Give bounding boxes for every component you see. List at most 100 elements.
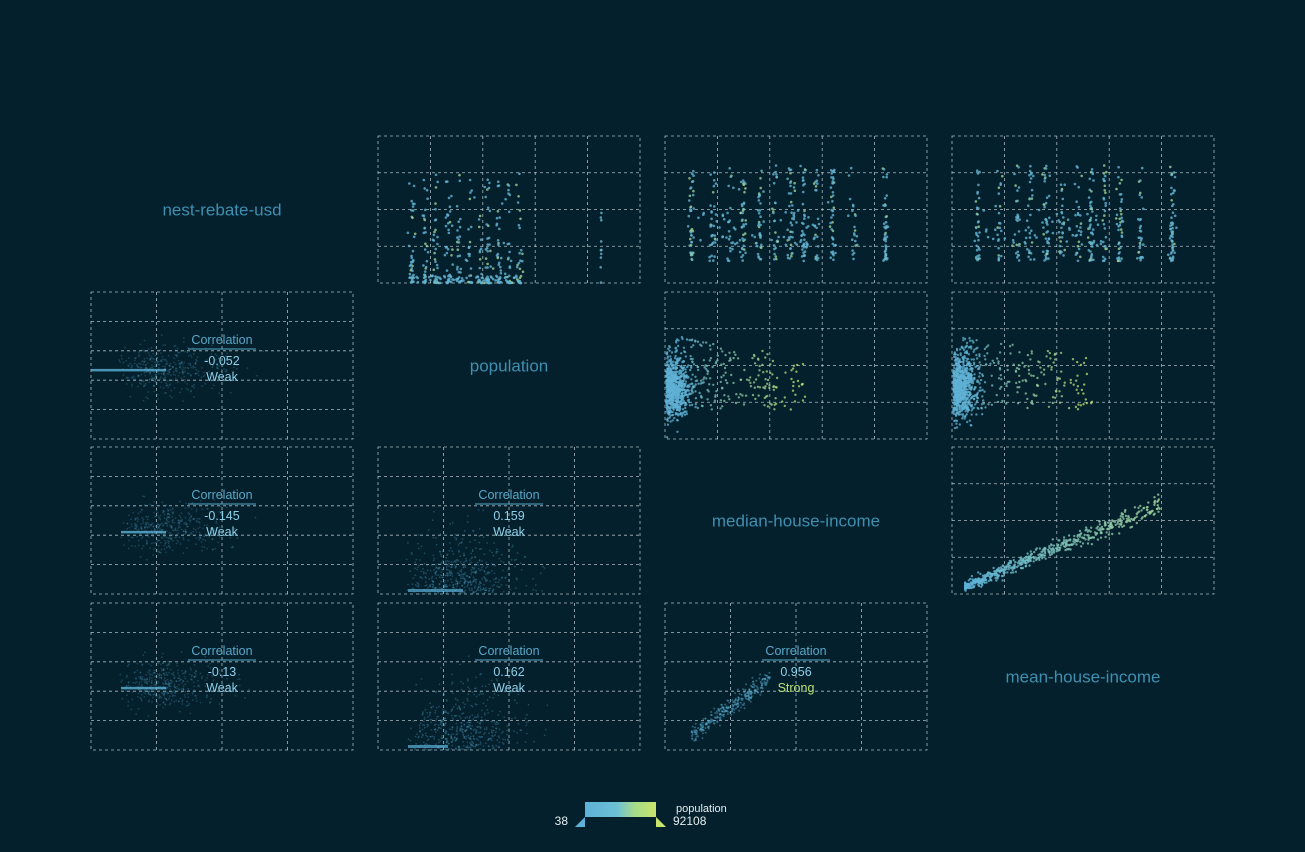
scatter-point — [668, 345, 671, 348]
scatter-point — [799, 164, 802, 168]
scatter-point — [713, 399, 717, 402]
scatter-point — [168, 513, 171, 516]
scatter-point — [1030, 197, 1034, 200]
scatter-point — [171, 519, 174, 522]
scatter-point — [126, 376, 129, 379]
scatter-point — [468, 562, 471, 565]
scatter-point — [975, 339, 978, 342]
scatter-point — [184, 528, 187, 531]
scatter-point — [151, 364, 153, 367]
scatter-point — [416, 276, 420, 280]
scatter-point — [728, 398, 731, 401]
scatter-point — [165, 546, 168, 549]
scatter-point — [1028, 180, 1032, 184]
scatter-point — [1112, 520, 1115, 523]
scatter-point — [988, 575, 992, 579]
scatter-point — [963, 417, 966, 420]
scatter-point — [1099, 242, 1103, 246]
scatter-point — [1001, 564, 1004, 567]
scatter-point — [486, 262, 489, 266]
scatter-point — [491, 267, 495, 270]
scatter-point — [759, 186, 762, 190]
scatter-point — [212, 548, 214, 551]
scatter-point — [702, 341, 705, 344]
scatter-point — [194, 362, 197, 365]
scatter-point — [684, 380, 688, 383]
scatter-point — [1139, 243, 1142, 246]
scatter-point — [171, 533, 174, 536]
scatter-point — [496, 252, 500, 256]
scatter-point — [445, 557, 448, 559]
scatter-point — [790, 211, 793, 214]
scatter-point — [221, 364, 224, 367]
scatter-point — [492, 554, 495, 557]
scatter-point — [1027, 204, 1030, 207]
scatter-point — [433, 258, 437, 261]
scatter-point — [964, 350, 967, 354]
scatter-point — [1090, 242, 1094, 246]
scatter-point — [1076, 211, 1080, 215]
scatter-point — [131, 365, 134, 368]
scatter-point — [411, 583, 414, 585]
scatter-point — [477, 589, 480, 591]
scatter-point — [965, 376, 968, 379]
scatter-point — [781, 400, 784, 403]
scatter-point — [1100, 525, 1104, 529]
scatter-point — [175, 354, 178, 357]
scatter-point — [830, 172, 833, 175]
scatter-point — [176, 369, 179, 372]
scatter-point — [127, 535, 130, 537]
scatter-point — [1042, 368, 1046, 371]
scatter-point — [206, 359, 208, 362]
scatter-point — [751, 356, 754, 360]
scatter-point — [203, 535, 206, 538]
scatter-point — [161, 525, 164, 527]
scatter-point — [523, 556, 526, 559]
scatter-point — [697, 216, 700, 220]
scatter-point — [682, 376, 686, 379]
scatter-point — [833, 168, 836, 172]
scatter-point — [671, 414, 674, 417]
scatter-point — [955, 379, 958, 382]
scatter-point — [1088, 177, 1092, 181]
scatter-point — [428, 585, 431, 587]
scatter-point — [535, 589, 537, 592]
scatter-point — [154, 379, 157, 381]
scatter-point — [716, 354, 719, 357]
scatter-point — [965, 413, 968, 416]
scatter-point — [483, 553, 486, 556]
scatter-point — [1043, 551, 1047, 555]
scatter-point — [1044, 237, 1048, 240]
scatter-point — [1107, 528, 1111, 531]
scatter-point — [159, 377, 162, 380]
scatter-point — [688, 199, 691, 202]
scatter-point — [812, 237, 816, 241]
scatter-point — [851, 249, 854, 252]
scatter-point — [455, 268, 459, 271]
scatter-point — [1088, 258, 1092, 262]
scatter-point — [158, 363, 161, 366]
scatter-point — [470, 561, 473, 564]
scatter-point — [816, 217, 820, 221]
scatter-point — [174, 517, 177, 520]
scatter-point — [220, 368, 223, 371]
scatter-point — [967, 408, 971, 412]
scatter-point — [668, 359, 671, 362]
scatter-point — [502, 241, 506, 245]
scatter-point — [458, 235, 462, 238]
scatter-point — [184, 532, 187, 535]
scatter-point — [1101, 219, 1104, 222]
scatter-point — [126, 522, 129, 525]
scatter-point — [127, 364, 130, 367]
scatter-point — [692, 207, 696, 210]
scatter-point — [164, 522, 167, 524]
scatter-point — [469, 541, 471, 543]
scatter-point — [177, 532, 180, 534]
scatter-point — [799, 240, 802, 243]
scatter-point — [514, 565, 516, 568]
scatter-point — [772, 211, 775, 215]
scatter-point — [1089, 216, 1093, 220]
scatter-point — [151, 522, 154, 525]
scatter-point — [715, 220, 718, 223]
scatter-point — [199, 535, 202, 537]
